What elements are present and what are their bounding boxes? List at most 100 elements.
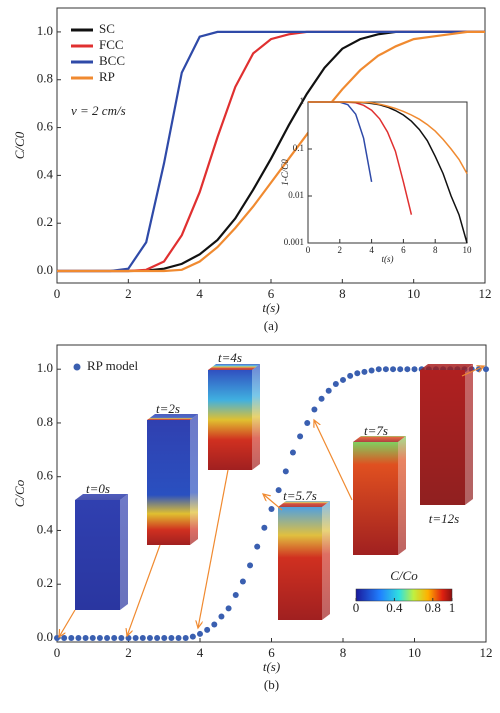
data-point <box>182 634 189 641</box>
data-point <box>204 626 211 633</box>
block-side <box>322 501 330 620</box>
data-point <box>268 505 275 512</box>
annotation-arrow <box>59 609 76 637</box>
data-point <box>111 634 118 641</box>
colorbar <box>355 588 453 602</box>
data-point <box>483 366 489 373</box>
x-tick-label: 2 <box>125 286 132 301</box>
colorbar-tick-label: 1 <box>449 600 456 615</box>
data-point <box>382 366 389 373</box>
block-side <box>120 494 128 610</box>
block-side <box>465 364 473 505</box>
x-tick-label: 6 <box>268 286 275 301</box>
annotation: v = 2 cm/s <box>71 103 126 118</box>
data-point <box>340 376 346 383</box>
data-point <box>347 372 354 379</box>
x-axis-label: t(s) <box>262 300 279 315</box>
annotation: t=0s <box>86 481 110 496</box>
data-point <box>247 562 254 569</box>
annotation: t=2s <box>156 401 180 416</box>
x-axis-label: t(s) <box>382 254 394 264</box>
block-front <box>208 370 252 470</box>
y-tick-label: 0.0 <box>37 262 53 277</box>
colorbar-label: C/Co <box>390 568 418 583</box>
x-tick-label: 0 <box>54 645 61 660</box>
y-tick-label: 1.0 <box>37 23 53 38</box>
data-point <box>397 366 404 373</box>
data-point <box>82 634 89 641</box>
colorbar-tick-label: 0 <box>353 600 360 615</box>
legend-label: RP model <box>87 358 139 373</box>
block-side <box>252 364 260 470</box>
data-line <box>57 30 485 273</box>
data-point <box>254 543 261 550</box>
colorbar-tick-label: 0.4 <box>386 600 403 615</box>
block-front <box>420 370 465 505</box>
x-tick-label: 10 <box>408 645 421 660</box>
x-tick-label: 0 <box>54 286 61 301</box>
annotation-arrow <box>461 366 484 377</box>
block-top <box>420 364 473 370</box>
data-point <box>304 419 311 426</box>
data-point <box>61 634 68 641</box>
x-tick-label: 4 <box>196 286 203 301</box>
y-tick-label: 0.001 <box>284 237 304 247</box>
data-point <box>146 634 153 641</box>
data-point <box>225 605 232 612</box>
data-point <box>197 630 203 637</box>
block-front <box>278 507 322 620</box>
annotation: t=5.7s <box>283 488 317 503</box>
block-top <box>208 364 260 370</box>
block-front <box>147 420 190 545</box>
data-point <box>390 366 397 373</box>
data-point <box>154 634 161 641</box>
x-tick-label: 12 <box>480 645 493 660</box>
x-tick-label: 8 <box>339 286 346 301</box>
legend-label: SC <box>99 21 115 36</box>
annotation-arrow <box>314 420 353 501</box>
annotation: t=7s <box>364 423 388 438</box>
x-axis-label: t(s) <box>263 659 280 674</box>
annotation-arrow <box>127 544 161 636</box>
y-axis-label: C/C0 <box>12 131 27 159</box>
data-point <box>211 621 218 628</box>
y-tick-label: 0.01 <box>288 190 304 200</box>
y-tick-label: 0.8 <box>37 71 53 86</box>
y-tick-label: 1.0 <box>37 360 53 375</box>
annotation-arrow <box>198 469 229 628</box>
legend-label: FCC <box>99 37 124 52</box>
caption: (b) <box>264 677 279 692</box>
data-point <box>261 524 268 531</box>
y-tick-label: 0.1 <box>293 143 304 153</box>
data-point <box>189 633 196 640</box>
y-axis-label: C/Co <box>12 479 27 507</box>
data-point <box>282 468 289 475</box>
annotation-arrow <box>263 494 283 511</box>
y-tick-label: 0.2 <box>37 214 53 229</box>
data-point <box>297 433 304 440</box>
data-point <box>361 368 368 375</box>
data-point <box>325 387 332 394</box>
block-top <box>278 501 330 507</box>
y-tick-label: 1 <box>300 96 305 106</box>
data-point <box>354 370 361 377</box>
data-point <box>125 634 132 641</box>
data-point <box>132 634 139 641</box>
data-point <box>175 634 182 641</box>
x-tick-label: 10 <box>463 245 473 255</box>
x-tick-label: 2 <box>338 245 343 255</box>
x-tick-label: 6 <box>268 645 275 660</box>
block-top <box>353 436 406 442</box>
annotation: t=12s <box>429 511 459 526</box>
data-point <box>275 487 282 494</box>
data-point <box>311 406 318 413</box>
data-point <box>232 591 239 598</box>
data-point <box>104 634 111 641</box>
data-line <box>57 30 485 273</box>
data-point <box>239 578 246 585</box>
y-tick-label: 0.6 <box>37 468 54 483</box>
data-point <box>168 634 175 641</box>
data-point <box>96 634 103 641</box>
data-point <box>139 634 146 641</box>
